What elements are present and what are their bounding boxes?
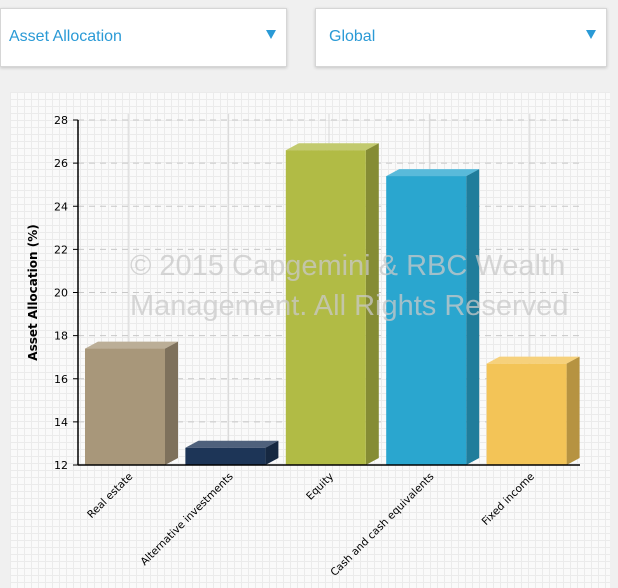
x-category-label: Alternative investments	[138, 471, 235, 568]
bar-top	[85, 341, 178, 349]
region-dropdown[interactable]: Global	[315, 8, 607, 67]
asset-type-dropdown-label: Asset Allocation	[9, 28, 122, 45]
bar-side	[165, 341, 178, 465]
bar-top	[486, 356, 580, 364]
bar	[486, 356, 580, 465]
triangle-down-icon	[266, 30, 276, 39]
bar-front	[386, 176, 467, 465]
bar-side	[265, 440, 279, 465]
y-tick-label: 22	[54, 243, 68, 256]
bar-top	[185, 440, 279, 448]
bar	[85, 341, 178, 465]
asset-allocation-chart: 12 14 16 18 20 22 24 26 28 Real estate Alternative…	[26, 114, 580, 579]
x-category-label: Cash and cash equivalents	[328, 471, 436, 579]
region-dropdown-label: Global	[329, 28, 376, 45]
bar	[285, 143, 379, 465]
bars-layer	[85, 143, 580, 465]
bar	[386, 169, 480, 465]
watermark-line-2: Management. All Rights Reserved	[130, 290, 568, 322]
bar-front	[85, 348, 165, 465]
triangle-down-icon	[586, 30, 596, 39]
bar-top	[285, 143, 379, 151]
y-tick-label: 16	[54, 373, 68, 386]
y-tick-label: 28	[54, 114, 68, 127]
x-category-label: Fixed income	[480, 471, 537, 528]
y-tick-label: 20	[54, 287, 68, 300]
y-axis-title: Asset Allocation (%)	[26, 224, 40, 360]
bar-side	[566, 356, 580, 465]
y-tick-label: 24	[54, 200, 68, 213]
x-category-label: Real estate	[85, 471, 135, 521]
y-tick-label: 26	[54, 157, 68, 170]
asset-type-dropdown[interactable]: Asset Allocation	[0, 8, 287, 67]
bar-front	[185, 447, 266, 465]
bar-front	[486, 363, 567, 465]
watermark-line-1: © 2015 Capgemini & RBC Wealth	[130, 250, 565, 282]
bar-top	[386, 169, 480, 177]
bar-side	[365, 143, 379, 465]
bar-front	[285, 150, 366, 465]
bar	[185, 440, 279, 465]
chart-panel: 12 14 16 18 20 22 24 26 28 Real estate Alternative…	[10, 92, 610, 588]
bar-side	[466, 169, 480, 465]
y-tick-label: 14	[54, 416, 68, 429]
x-category-label: Equity	[304, 471, 336, 503]
y-tick-label: 12	[54, 459, 68, 472]
y-tick-label: 18	[54, 330, 68, 343]
